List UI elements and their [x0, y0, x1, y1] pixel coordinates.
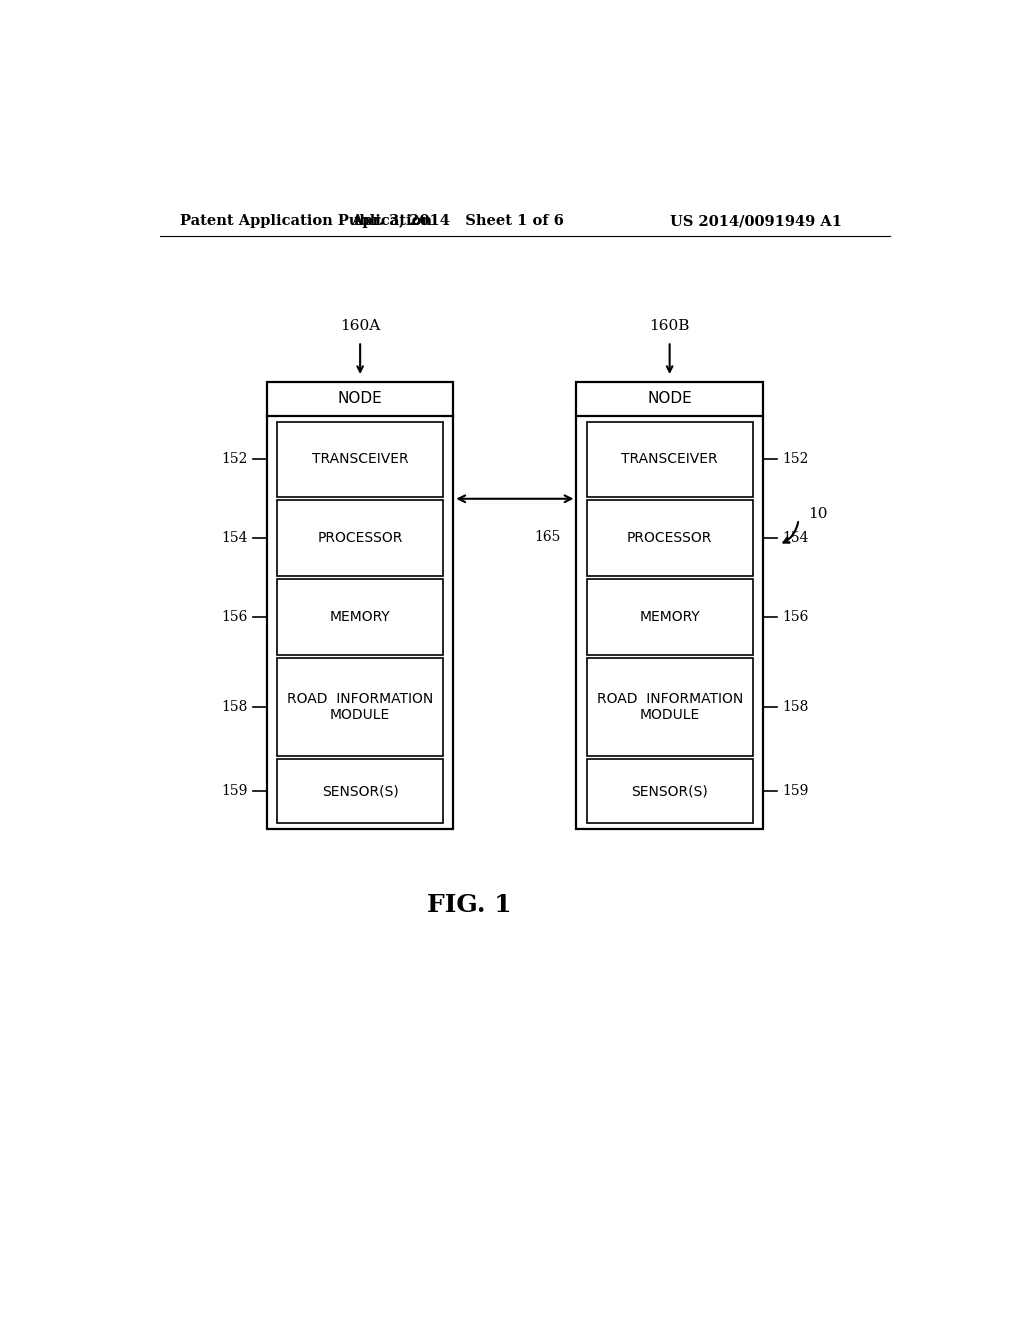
Text: MEMORY: MEMORY — [639, 610, 700, 624]
Bar — [587, 759, 753, 824]
Text: ROAD  INFORMATION
MODULE: ROAD INFORMATION MODULE — [287, 692, 433, 722]
Bar — [587, 657, 753, 756]
Text: 152: 152 — [221, 453, 248, 466]
Bar — [587, 579, 753, 655]
Text: 10: 10 — [808, 507, 827, 521]
Text: 156: 156 — [782, 610, 808, 624]
Text: 160A: 160A — [340, 319, 380, 333]
Bar — [577, 381, 763, 829]
Text: Apr. 3, 2014   Sheet 1 of 6: Apr. 3, 2014 Sheet 1 of 6 — [351, 214, 564, 228]
Bar — [587, 421, 753, 498]
Text: 156: 156 — [221, 610, 248, 624]
Text: MEMORY: MEMORY — [330, 610, 390, 624]
Bar — [278, 579, 443, 655]
Text: FIG. 1: FIG. 1 — [427, 894, 512, 917]
Text: NODE: NODE — [338, 391, 383, 407]
Text: TRANSCEIVER: TRANSCEIVER — [312, 453, 409, 466]
Text: PROCESSOR: PROCESSOR — [317, 531, 402, 545]
Text: TRANSCEIVER: TRANSCEIVER — [622, 453, 718, 466]
Text: NODE: NODE — [647, 391, 692, 407]
Text: Patent Application Publication: Patent Application Publication — [179, 214, 431, 228]
Text: US 2014/0091949 A1: US 2014/0091949 A1 — [671, 214, 842, 228]
Bar — [278, 500, 443, 576]
Bar — [587, 500, 753, 576]
Text: 159: 159 — [221, 784, 248, 799]
Text: 158: 158 — [221, 700, 248, 714]
Text: 154: 154 — [221, 531, 248, 545]
Text: 165: 165 — [535, 531, 561, 544]
Text: SENSOR(S): SENSOR(S) — [631, 784, 708, 799]
Bar — [267, 381, 454, 829]
Text: 158: 158 — [782, 700, 808, 714]
Text: 159: 159 — [782, 784, 808, 799]
Text: 154: 154 — [782, 531, 808, 545]
Text: PROCESSOR: PROCESSOR — [627, 531, 713, 545]
Text: 152: 152 — [782, 453, 808, 466]
Bar — [278, 759, 443, 824]
Bar — [278, 421, 443, 498]
Text: SENSOR(S): SENSOR(S) — [322, 784, 398, 799]
Text: ROAD  INFORMATION
MODULE: ROAD INFORMATION MODULE — [597, 692, 742, 722]
Text: 160B: 160B — [649, 319, 690, 333]
Bar — [278, 657, 443, 756]
